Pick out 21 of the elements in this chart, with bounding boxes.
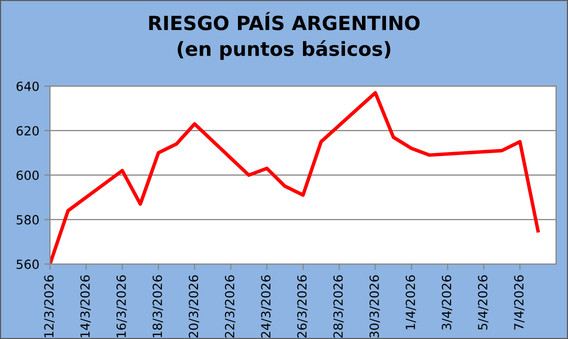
x-tick-label: 5/4/2026 [478,275,488,330]
x-tick-label: 22/3/2026 [224,275,236,338]
x-tick-label: 1/4/2026 [406,275,416,330]
x-tick-label: 16/3/2026 [116,275,127,338]
x-tick-label: 18/3/2026 [152,275,164,338]
y-tick-label: 600 [16,170,39,180]
x-tick-label: 26/3/2026 [297,275,308,338]
y-tick-label: 580 [16,215,39,225]
chart-title: RIESGO PAÍS ARGENTINO (en puntos básicos) [149,12,420,60]
x-tick-label: 20/3/2026 [188,275,200,338]
x-tick-label: 12/3/2026 [44,275,55,338]
x-tick-label: 7/4/2026 [514,275,525,330]
x-tick-label: 14/3/2026 [80,275,91,338]
line-series [50,91,540,264]
x-tick-label: 28/3/2026 [333,275,344,338]
y-tick-label: 620 [16,126,39,136]
y-tick-label: 560 [16,260,39,270]
x-tick-label: 24/3/2026 [261,275,272,338]
x-tick-label: 30/3/2026 [370,275,380,338]
x-tick-label: 3/4/2026 [442,275,452,330]
y-tick-label: 640 [16,82,39,92]
